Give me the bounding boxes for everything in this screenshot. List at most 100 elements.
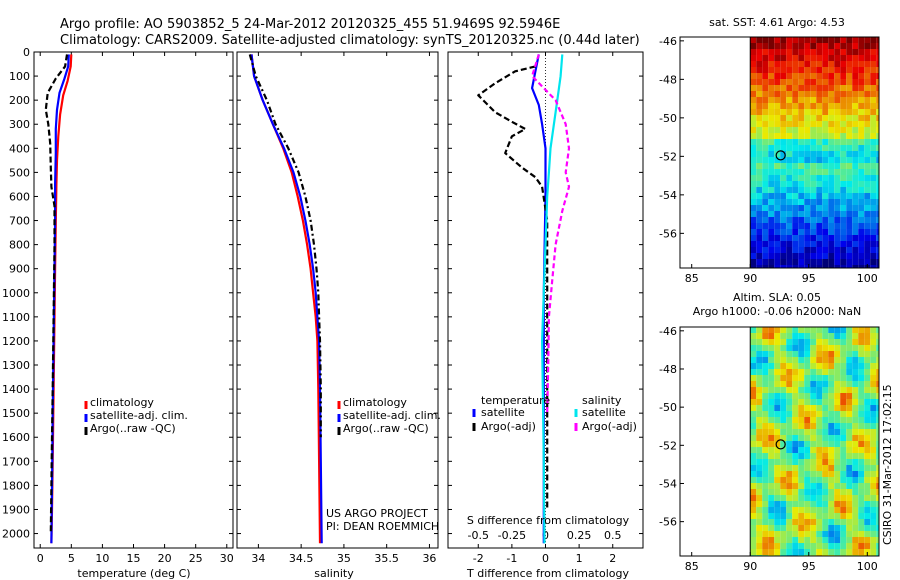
sst-map-cell xyxy=(756,235,763,241)
sst-map-cell xyxy=(870,85,877,91)
sst-map-cell xyxy=(780,229,787,235)
sst-map-cell xyxy=(810,217,817,223)
sst-lat-tick-label: -52 xyxy=(659,150,677,163)
sla-map-cell xyxy=(810,531,817,537)
sst-map-cell xyxy=(816,61,823,67)
sst-map-cell xyxy=(768,121,775,127)
sst-map-cell xyxy=(798,67,805,73)
sst-map-cell xyxy=(750,187,757,193)
sla-map-cell xyxy=(834,423,841,429)
sst-map-cell xyxy=(756,37,763,43)
sst-map-cell xyxy=(804,79,811,85)
sst-map-cell xyxy=(750,265,757,268)
sst-map-cell xyxy=(864,181,871,187)
sst-map-cell xyxy=(846,139,853,145)
sla-lat-tick-label: -48 xyxy=(659,363,677,376)
sla-map-cell xyxy=(762,507,769,513)
sla-map-cell xyxy=(840,345,847,351)
sla-map-cell xyxy=(750,471,757,477)
sla-map-cell xyxy=(864,525,871,531)
sst-map-cell xyxy=(822,217,829,223)
sst-map-cell xyxy=(852,265,859,268)
sst-map-cell xyxy=(864,55,871,61)
sla-map-cell xyxy=(816,423,823,429)
sst-map-cell xyxy=(780,49,787,55)
temperature-legend: climatology satellite-adj. clim. Argo(..… xyxy=(84,396,188,435)
sla-map-cell xyxy=(768,387,775,393)
sst-map-cell xyxy=(852,85,859,91)
sst-map-cell xyxy=(762,55,769,61)
sst-map-cell xyxy=(798,163,805,169)
depth-tick-label: 100 xyxy=(9,70,30,83)
sst-map-cell xyxy=(816,193,823,199)
sla-map-cell xyxy=(750,531,757,537)
sst-map-cell xyxy=(864,211,871,217)
sla-map-cell xyxy=(768,393,775,399)
temperature-xtick-label: 10 xyxy=(95,552,109,565)
sla-map-cell xyxy=(774,459,781,465)
sla-map-cell xyxy=(822,423,829,429)
sst-map-cell xyxy=(822,109,829,115)
sla-map-cell xyxy=(834,477,841,483)
sla-map-cell xyxy=(816,489,823,495)
sla-map-cell xyxy=(786,351,793,357)
sst-map-cell xyxy=(810,247,817,253)
sla-map-cell xyxy=(810,423,817,429)
sla-map-cell xyxy=(774,495,781,501)
sst-map-cell xyxy=(828,37,835,43)
sst-map-cell xyxy=(870,253,877,259)
sst-map-cell xyxy=(846,223,853,229)
sst-map-cell xyxy=(846,169,853,175)
sst-map-cell xyxy=(846,217,853,223)
sla-map-cell xyxy=(768,441,775,447)
sst-map-cell xyxy=(840,91,847,97)
sst-map-cell xyxy=(870,235,877,241)
sla-map-cell xyxy=(768,453,775,459)
sla-map-cell xyxy=(792,447,799,453)
sst-map-cell xyxy=(762,175,769,181)
sst-map-cell xyxy=(798,55,805,61)
sla-map-cell xyxy=(816,507,823,513)
sst-map-cell xyxy=(810,145,817,151)
sst-map-cell xyxy=(876,91,879,97)
sla-map-cell xyxy=(774,537,781,543)
sla-map-cell xyxy=(804,441,811,447)
sla-map-cell xyxy=(750,399,757,405)
sla-map-cell xyxy=(864,459,871,465)
sla-map-cell xyxy=(768,399,775,405)
sst-map-cell xyxy=(858,163,865,169)
sst-map-cell xyxy=(750,193,757,199)
sst-map-cell xyxy=(750,157,757,163)
difference-xtick-label: 0 xyxy=(542,552,549,565)
sla-map-cell xyxy=(846,429,853,435)
sst-map-cell xyxy=(762,211,769,217)
sst-map-cell xyxy=(780,169,787,175)
sla-map-cell xyxy=(870,513,877,519)
sst-map-cell xyxy=(756,49,763,55)
sst-map-cell xyxy=(858,73,865,79)
sla-map-cell xyxy=(780,327,787,333)
sla-map-cell xyxy=(822,429,829,435)
sst-map-cell xyxy=(816,127,823,133)
sla-map-cell xyxy=(828,441,835,447)
sla-map-cell xyxy=(852,327,859,333)
sla-map-cell xyxy=(816,357,823,363)
sst-map-cell xyxy=(792,265,799,268)
sst-map-cell xyxy=(780,103,787,109)
sst-map-cell xyxy=(840,55,847,61)
sst-map-cell xyxy=(840,157,847,163)
sla-map-cell xyxy=(762,435,769,441)
project-label: US ARGO PROJECT xyxy=(326,507,428,520)
sst-map-cell xyxy=(780,67,787,73)
sst-map-cell xyxy=(768,67,775,73)
sla-map-cell xyxy=(804,399,811,405)
difference-xtick-label: 2 xyxy=(609,552,616,565)
sla-map-cell xyxy=(876,393,879,399)
sla-map-cell xyxy=(828,549,835,555)
sla-map-cell xyxy=(768,513,775,519)
sst-map-cell xyxy=(756,175,763,181)
sla-map-cell xyxy=(876,477,879,483)
sst-lat-tick-label: -56 xyxy=(659,227,677,240)
sst-map-cell xyxy=(852,79,859,85)
sst-map-cell xyxy=(858,127,865,133)
